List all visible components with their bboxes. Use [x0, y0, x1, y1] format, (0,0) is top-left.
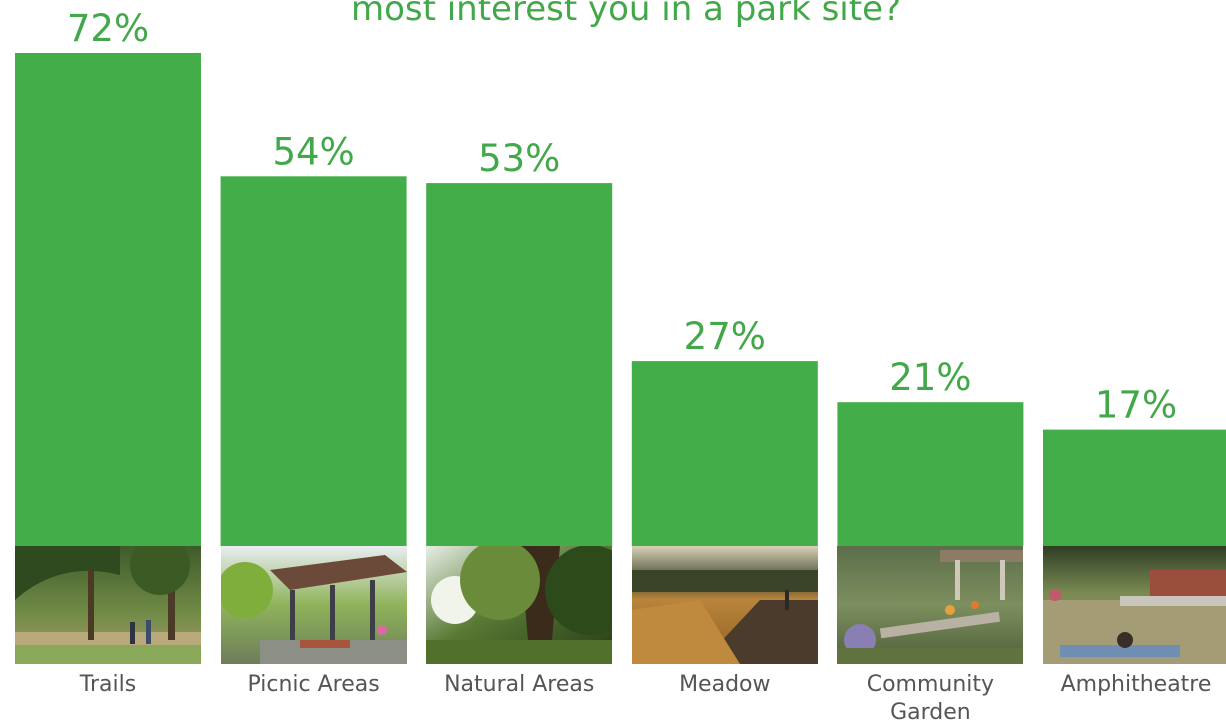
category-label-line: Amphitheatre [1061, 672, 1212, 697]
category-label-line: Community [867, 672, 994, 697]
category-label-meadow: Meadow [679, 672, 770, 697]
category-label-natural-areas: Natural Areas [444, 672, 594, 697]
bar-trails [15, 53, 201, 546]
category-label-line: Picnic Areas [247, 672, 379, 697]
chart-title: most interest you in a park site? [351, 0, 901, 29]
bar-amphitheatre [1043, 429, 1226, 546]
photo-strip [15, 546, 1226, 664]
value-labels-group: 72% 54% 53% 27% 21% 17% [67, 7, 1177, 427]
bars-group [15, 53, 1226, 547]
value-label-trails: 72% [67, 7, 149, 50]
bar-picnic-areas [220, 176, 407, 547]
value-label-community-garden: 21% [889, 356, 971, 399]
category-label-amphitheatre: Amphitheatre [1061, 672, 1212, 697]
bar-community-garden [837, 402, 1024, 546]
category-label-trails: Trails [79, 672, 136, 697]
category-label-line: Garden [890, 700, 971, 725]
value-label-meadow: 27% [684, 315, 766, 358]
bar-meadow [631, 361, 818, 546]
value-label-picnic-areas: 54% [272, 130, 354, 173]
picnic-areas-photo [221, 546, 407, 664]
category-labels-group: Trails Picnic Areas Natural Areas Meadow Com… [79, 672, 1212, 725]
category-label-line: Meadow [679, 672, 770, 697]
value-label-amphitheatre: 17% [1095, 384, 1177, 427]
category-label-community-garden: Community Garden [867, 672, 994, 725]
natural-areas-photo [426, 546, 612, 664]
value-label-natural-areas: 53% [478, 137, 560, 180]
amphitheatre-photo [1043, 546, 1226, 664]
category-label-picnic-areas: Picnic Areas [247, 672, 379, 697]
trails-photo [15, 546, 201, 664]
category-label-line: Trails [79, 672, 136, 697]
category-label-line: Natural Areas [444, 672, 594, 697]
community-garden-photo [837, 546, 1023, 664]
bar-natural-areas [426, 183, 613, 546]
meadow-photo [632, 546, 818, 664]
